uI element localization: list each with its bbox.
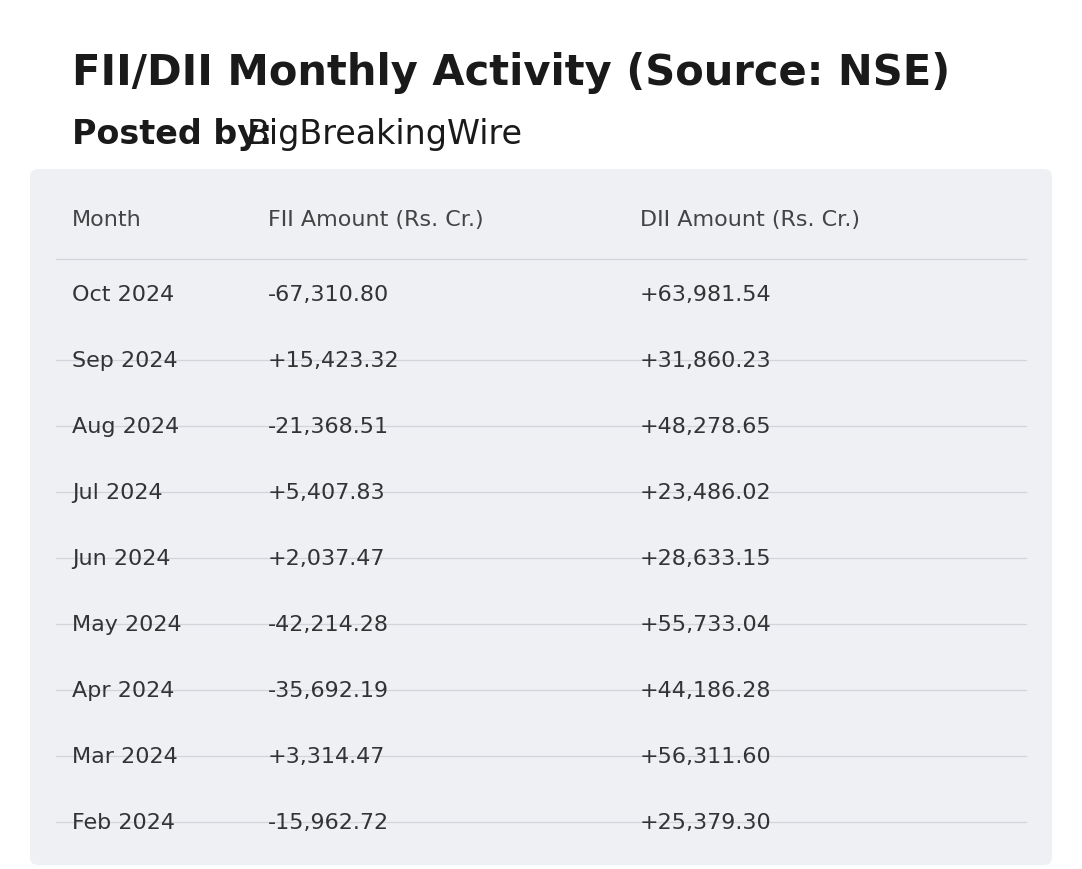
Text: -67,310.80: -67,310.80: [268, 285, 390, 305]
Text: FII Amount (Rs. Cr.): FII Amount (Rs. Cr.): [268, 209, 484, 229]
Text: Sep 2024: Sep 2024: [72, 350, 177, 370]
Text: +44,186.28: +44,186.28: [639, 680, 771, 700]
Text: Mar 2024: Mar 2024: [72, 746, 177, 766]
Text: +63,981.54: +63,981.54: [639, 285, 771, 305]
Text: +31,860.23: +31,860.23: [639, 350, 771, 370]
Text: +56,311.60: +56,311.60: [639, 746, 771, 766]
Text: Month: Month: [72, 209, 142, 229]
Text: -15,962.72: -15,962.72: [268, 812, 390, 832]
Text: +3,314.47: +3,314.47: [268, 746, 385, 766]
Text: +2,037.47: +2,037.47: [268, 548, 385, 568]
Text: +28,633.15: +28,633.15: [639, 548, 771, 568]
Text: Jun 2024: Jun 2024: [72, 548, 171, 568]
Text: Aug 2024: Aug 2024: [72, 416, 180, 436]
Text: +55,733.04: +55,733.04: [639, 614, 771, 634]
Text: BigBreakingWire: BigBreakingWire: [247, 118, 523, 151]
Text: FII/DII Monthly Activity (Source: NSE): FII/DII Monthly Activity (Source: NSE): [72, 52, 950, 94]
Text: Feb 2024: Feb 2024: [72, 812, 175, 832]
Text: Oct 2024: Oct 2024: [72, 285, 174, 305]
Text: Posted by:: Posted by:: [72, 118, 273, 151]
Text: -35,692.19: -35,692.19: [268, 680, 390, 700]
Text: -21,368.51: -21,368.51: [268, 416, 390, 436]
Text: Jul 2024: Jul 2024: [72, 482, 162, 502]
Text: +5,407.83: +5,407.83: [268, 482, 385, 502]
Text: +48,278.65: +48,278.65: [639, 416, 771, 436]
Text: +25,379.30: +25,379.30: [639, 812, 771, 832]
Text: DII Amount (Rs. Cr.): DII Amount (Rs. Cr.): [639, 209, 860, 229]
FancyBboxPatch shape: [30, 169, 1052, 865]
Text: May 2024: May 2024: [72, 614, 182, 634]
Text: +23,486.02: +23,486.02: [639, 482, 771, 502]
Text: +15,423.32: +15,423.32: [268, 350, 399, 370]
Text: -42,214.28: -42,214.28: [268, 614, 390, 634]
Text: Apr 2024: Apr 2024: [72, 680, 174, 700]
